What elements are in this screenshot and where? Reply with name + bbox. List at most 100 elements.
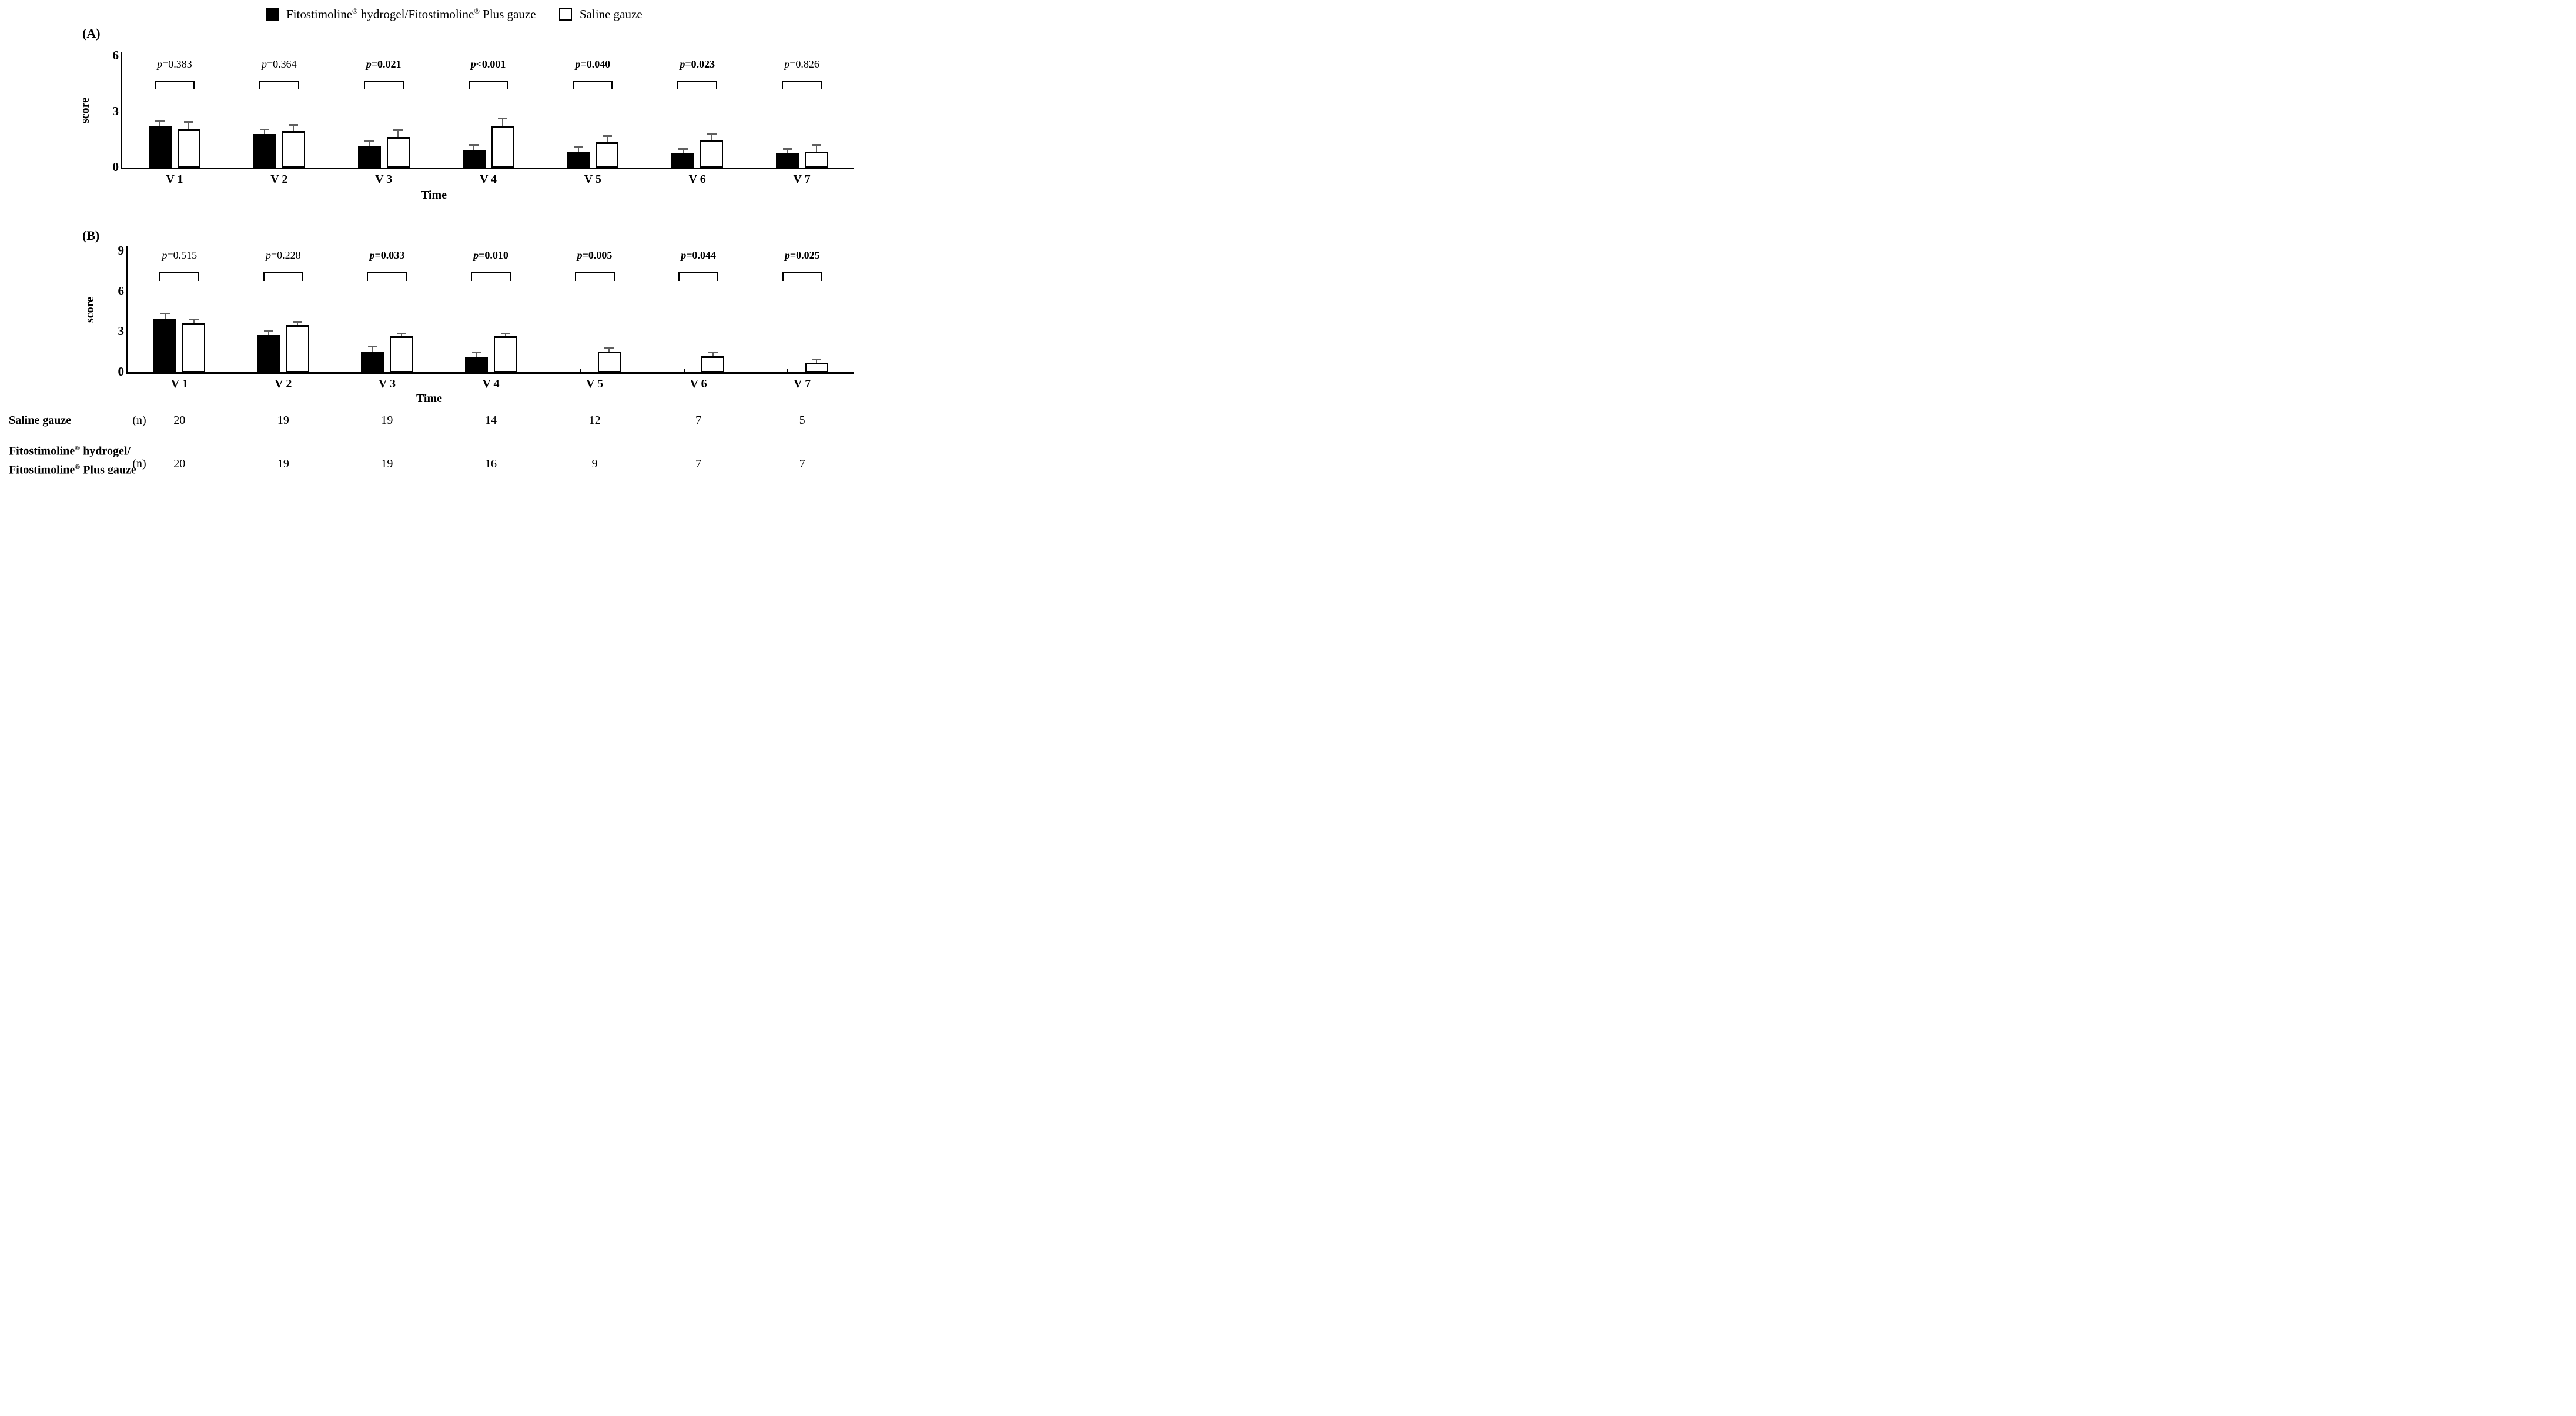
significance-bracket — [471, 272, 511, 281]
table-value: 19 — [381, 457, 393, 470]
error-bar-cap — [364, 140, 374, 142]
table-value: 7 — [695, 457, 702, 470]
error-bar-cap — [155, 120, 165, 122]
x-category-label: V 2 — [270, 173, 288, 186]
x-category-label: V 1 — [166, 173, 183, 186]
bar-fitostimoline-zero — [580, 369, 581, 372]
bar-saline — [390, 336, 413, 372]
x-axis-title: Time — [420, 189, 447, 202]
significance-bracket — [363, 81, 404, 89]
x-category-label: V 7 — [793, 173, 811, 186]
error-bar-line — [193, 319, 195, 323]
bar-fitostimoline — [148, 126, 172, 168]
error-bar-cap — [160, 313, 170, 314]
error-bar-cap — [184, 121, 194, 123]
chart-legend: Fitostimoline® hydrogel/Fitostimoline® P… — [0, 0, 859, 26]
error-bar-cap — [396, 333, 406, 334]
legend-label-fitostimoline: Fitostimoline® hydrogel/Fitostimoline® P… — [286, 7, 536, 21]
bar-fitostimoline — [567, 152, 590, 168]
error-bar-line — [476, 352, 477, 357]
y-tick-label: 9 — [118, 243, 125, 258]
bar-saline — [700, 140, 724, 168]
error-bar-cap — [707, 133, 717, 135]
x-category-label: V 6 — [690, 377, 707, 390]
p-value-label: p=0.023 — [680, 58, 715, 70]
x-category-label: V 5 — [586, 377, 604, 390]
bar-saline — [596, 142, 619, 168]
error-bar-cap — [367, 346, 377, 347]
bar-saline — [282, 131, 305, 168]
significance-bracket — [154, 81, 195, 89]
table-value: 20 — [173, 457, 186, 470]
bar-saline — [597, 352, 621, 372]
error-bar-cap — [260, 129, 270, 130]
x-axis-title: Time — [416, 392, 443, 405]
p-value-label: p=0.515 — [162, 249, 198, 261]
error-bar-line — [372, 346, 373, 352]
table-row-label-line2: Fitostimoline® Plus gauze — [9, 462, 136, 474]
table-row-unit-saline: (n) — [132, 414, 146, 427]
bar-fitostimoline — [465, 357, 488, 372]
error-bar-line — [608, 347, 610, 352]
table-value: 19 — [381, 414, 393, 427]
panel-label: (B) — [82, 228, 100, 243]
error-bar-line — [815, 144, 817, 152]
bar-fitostimoline — [671, 153, 695, 168]
error-bar-cap — [811, 144, 821, 146]
y-axis-title: score — [79, 97, 92, 124]
y-tick-label: 6 — [112, 48, 119, 62]
y-tick-label: 3 — [118, 324, 125, 339]
legend-label-saline: Saline gauze — [580, 7, 643, 21]
bar-fitostimoline — [257, 335, 280, 372]
error-bar-cap — [189, 319, 199, 320]
significance-bracket — [263, 272, 303, 281]
p-value-label: p=0.010 — [473, 249, 508, 261]
error-bar-line — [682, 148, 684, 153]
error-bar-line — [577, 146, 579, 152]
bar-fitostimoline — [361, 352, 384, 372]
legend-swatch-black-icon — [266, 8, 279, 21]
error-bar-line — [297, 321, 299, 325]
table-row-label-fitostimoline: Fitostimoline® hydrogel/ Fitostimoline® … — [9, 440, 136, 474]
x-category-label: V 4 — [482, 377, 500, 390]
error-bar-line — [159, 120, 161, 126]
figure-root: Fitostimoline® hydrogel/Fitostimoline® P… — [0, 0, 859, 474]
y-tick-label: 0 — [112, 160, 119, 174]
bar-fitostimoline — [253, 134, 276, 168]
significance-bracket — [573, 81, 613, 89]
bar-fitostimoline-zero — [683, 369, 685, 372]
error-bar-cap — [678, 148, 688, 150]
x-category-label: V 1 — [170, 377, 188, 390]
error-bar-line — [400, 333, 402, 336]
bar-saline — [386, 137, 410, 168]
p-value-label: p=0.826 — [784, 58, 819, 70]
x-category-label: V 4 — [479, 173, 497, 186]
error-bar-line — [504, 333, 506, 336]
table-value: 16 — [485, 457, 497, 470]
p-value-label: p=0.005 — [577, 249, 613, 261]
p-value-label: p=0.021 — [366, 58, 402, 70]
significance-bracket — [574, 272, 615, 281]
bar-saline — [494, 336, 517, 372]
y-tick-label: 0 — [118, 364, 125, 379]
error-bar-line — [397, 129, 399, 137]
error-bar-line — [268, 330, 270, 335]
error-bar-line — [473, 144, 474, 150]
y-axis-line — [121, 52, 122, 169]
p-value-label: p=0.383 — [157, 58, 192, 70]
panel-label: (A) — [82, 26, 101, 41]
error-bar-cap — [289, 124, 299, 126]
table-value: 5 — [799, 414, 805, 427]
bar-fitostimoline — [462, 150, 486, 168]
error-bar-cap — [498, 118, 507, 119]
y-axis-line — [126, 246, 128, 374]
p-value-label: p=0.040 — [575, 58, 611, 70]
p-value-label: p=0.033 — [369, 249, 405, 261]
error-bar-line — [188, 121, 190, 129]
x-axis-line — [126, 372, 854, 374]
error-bar-cap — [812, 359, 822, 360]
x-axis-line — [121, 168, 854, 169]
error-bar-cap — [602, 135, 612, 137]
bar-fitostimoline — [776, 153, 799, 168]
error-bar-cap — [293, 321, 303, 323]
